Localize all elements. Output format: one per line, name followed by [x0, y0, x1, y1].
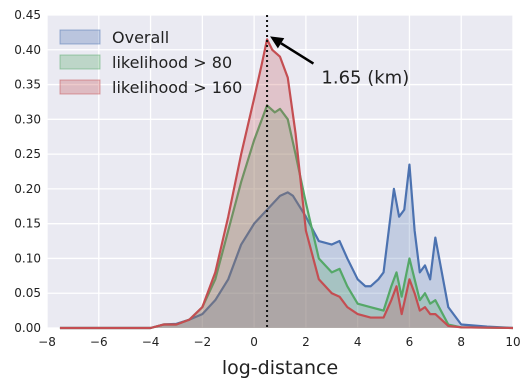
plot-area	[46, 14, 514, 330]
y-tick-label: 0.05	[14, 286, 41, 300]
y-tick-label: 0.30	[14, 112, 41, 126]
area-fill-series-2	[59, 39, 513, 328]
annotation-arrow-head	[270, 36, 285, 49]
plot-background	[47, 15, 513, 328]
legend-label: likelihood > 80	[112, 53, 232, 72]
area-series	[59, 38, 514, 330]
x-tick-label: 4	[354, 335, 362, 349]
x-tick-label: 6	[406, 335, 414, 349]
y-tick-label: 0.25	[14, 147, 41, 161]
legend: Overall likelihood > 80 likelihood > 160	[59, 28, 242, 97]
x-tick-label: 8	[457, 335, 465, 349]
y-tick-label: 0.00	[14, 321, 41, 335]
legend-label: Overall	[112, 28, 169, 47]
y-tick-label: 0.35	[14, 78, 41, 92]
y-tick-label: 0.45	[14, 8, 41, 22]
y-tick-label: 0.20	[14, 182, 41, 196]
annotation-arrow-line	[280, 42, 315, 65]
line-series-2	[59, 38, 514, 330]
legend-swatch	[59, 54, 101, 70]
annotation-text: 1.65 (km)	[321, 68, 409, 89]
x-tick-label: 0	[250, 335, 258, 349]
x-tick-label: −4	[142, 335, 160, 349]
y-tick-label: 0.40	[14, 43, 41, 57]
legend-swatch	[59, 29, 101, 45]
y-tick-label: 0.10	[14, 251, 41, 265]
legend-swatch	[59, 79, 101, 95]
grid-lines	[46, 14, 514, 329]
x-tick-label: −6	[90, 335, 108, 349]
annotation: 1.65 (km)	[270, 36, 409, 89]
line-series-1	[59, 104, 514, 330]
area-fill-series-1	[59, 105, 513, 328]
x-tick-label: 2	[302, 335, 310, 349]
x-tick-label: −8	[38, 335, 56, 349]
y-axis-ticks: 0.00 0.05 0.10 0.15 0.20 0.25 0.30 0.35 0.40 0.45	[14, 8, 41, 335]
y-tick-label: 0.15	[14, 217, 41, 231]
x-axis-label: log-distance	[222, 357, 338, 378]
x-tick-label: 10	[505, 335, 520, 349]
line-series-0	[59, 163, 514, 330]
x-axis-ticks: −8 −6 −4 −2 0 2 4 6 8 10	[38, 335, 520, 349]
legend-label: likelihood > 160	[112, 78, 242, 97]
x-tick-label: −2	[193, 335, 211, 349]
